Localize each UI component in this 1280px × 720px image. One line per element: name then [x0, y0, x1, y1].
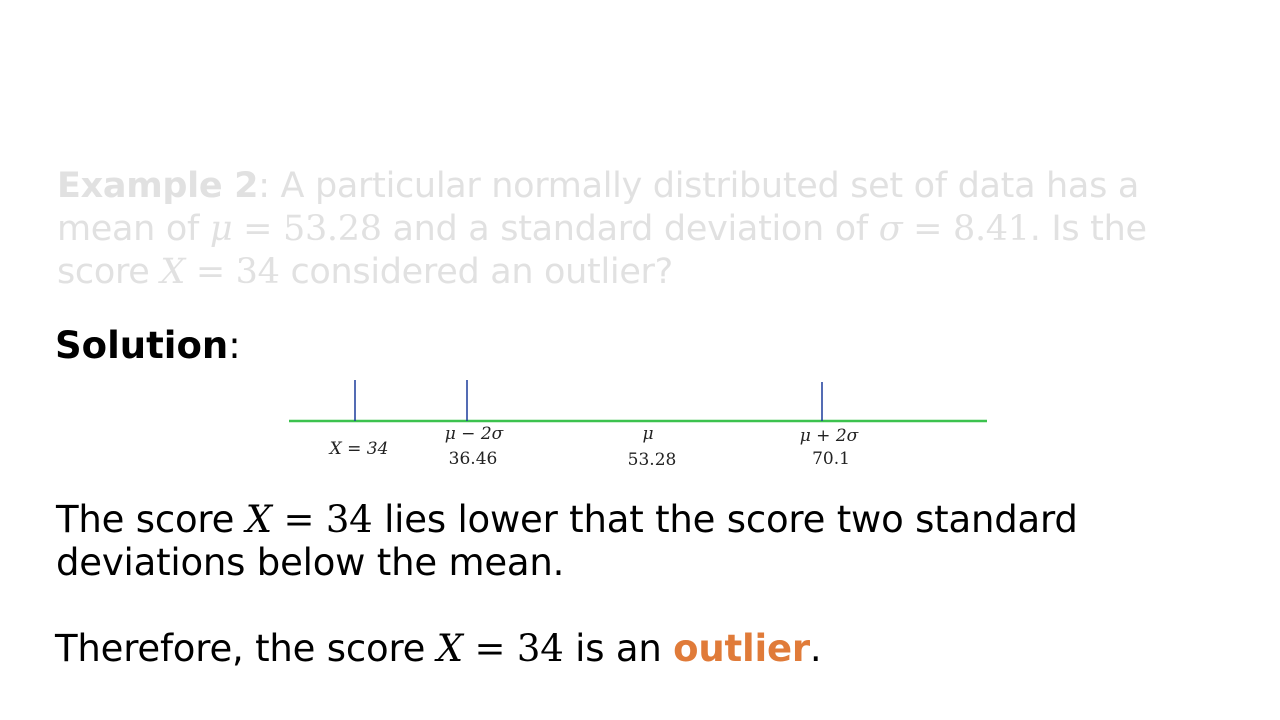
sd-value: = 8.41 — [902, 209, 1030, 249]
solution-label: Solution — [55, 324, 229, 367]
marker-mean-minus-2sd-value: 36.46 — [449, 449, 498, 469]
marker-mean-plus-2sd-symbol: μ + 2σ — [800, 426, 859, 446]
conclusion-paragraph: Therefore, the score X = 34 is an outlie… — [55, 626, 1205, 672]
para1-text-2: lies lower that the score two standard d… — [56, 498, 1078, 584]
score-value: = 34 — [185, 252, 280, 292]
explanation-paragraph: The score X = 34 lies lower that the sco… — [56, 498, 1206, 584]
para1-text-1: The score — [56, 498, 246, 541]
marker-mean-symbol: μ — [642, 424, 653, 444]
para2-score-value: = 34 — [462, 627, 564, 670]
solution-colon: : — [228, 324, 241, 367]
example-text-1: : A particular normally distributed set … — [57, 166, 1139, 249]
para1-score-value: = 34 — [271, 498, 373, 541]
example-label: Example 2 — [57, 166, 259, 206]
outlier-highlight: outlier — [673, 627, 810, 670]
marker-mean-value: 53.28 — [628, 450, 677, 470]
para1-score-expression: X = 34 — [246, 498, 373, 541]
marker-score-label: X = 34 — [328, 439, 389, 459]
para2-text-3: . — [809, 627, 822, 670]
marker-mean-minus-2sd-symbol: μ − 2σ — [445, 424, 504, 444]
score-symbol: X — [160, 252, 185, 292]
mean-expression: μ = 53.28 — [210, 209, 382, 249]
para1-score-symbol: X — [245, 498, 272, 541]
para2-score-expression: X = 34 — [437, 627, 564, 670]
example-problem: Example 2: A particular normally distrib… — [57, 165, 1207, 294]
para2-score-symbol: X — [436, 627, 463, 670]
para2-text-1: Therefore, the score — [55, 627, 437, 670]
example-text-4: considered an outlier? — [279, 252, 673, 292]
mean-symbol: μ — [209, 209, 233, 249]
mean-value: = 53.28 — [232, 209, 382, 249]
solution-heading: Solution: — [55, 323, 241, 369]
score-expression: X = 34 — [160, 252, 280, 292]
marker-mean-plus-2sd-value: 70.1 — [812, 449, 850, 469]
sd-expression: σ = 8.41 — [879, 209, 1030, 249]
sd-symbol: σ — [878, 209, 903, 249]
example-text-2: and a standard deviation of — [381, 209, 879, 249]
example-text-3: . Is the score — [57, 209, 1147, 292]
para2-text-2: is an — [563, 627, 674, 670]
